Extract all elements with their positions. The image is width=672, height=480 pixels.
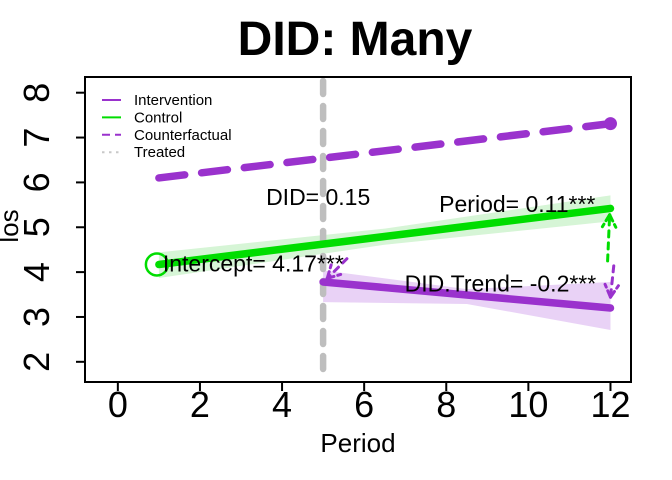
annotation-period: Period= 0.11*** <box>439 191 595 217</box>
x-tick-label: 10 <box>508 384 548 425</box>
x-tick-label: 8 <box>436 384 456 425</box>
y-tick-label: 4 <box>16 262 57 282</box>
legend-item-treated: Treated <box>102 144 185 161</box>
annotation-intercept: Intercept= 4.17*** <box>163 251 344 277</box>
x-tick-label: 6 <box>354 384 374 425</box>
legend-label: Counterfactual <box>134 127 232 144</box>
chart-title: DID: Many <box>238 13 473 66</box>
plot-frame <box>84 76 632 383</box>
y-tick-label: 7 <box>16 128 57 148</box>
annotation-did: DID= 0.15 <box>266 184 370 210</box>
x-tick-label: 0 <box>108 384 128 425</box>
legend-label: Intervention <box>134 92 212 109</box>
effect-arrow-0 <box>325 257 349 280</box>
legend-item-counterfactual: Counterfactual <box>102 127 232 144</box>
y-tick-label: 5 <box>16 217 57 237</box>
x-tick-label: 2 <box>190 384 210 425</box>
annotation-did-trend: DID.Trend= -0.2*** <box>405 270 597 296</box>
counterfactual-end-marker <box>603 117 617 131</box>
x-tick-label: 4 <box>272 384 292 425</box>
y-axis-label: los <box>0 209 24 242</box>
series-control-line <box>155 204 615 269</box>
legend-item-intervention: Intervention <box>102 92 212 109</box>
x-tick-label: 12 <box>590 384 630 425</box>
legend-item-control: Control <box>102 109 182 126</box>
effect-arrow-2 <box>603 264 620 299</box>
control-start-marker <box>144 252 170 277</box>
y-tick-label: 6 <box>16 172 57 192</box>
y-tick-label: 3 <box>16 307 57 327</box>
legend-label: Treated <box>134 144 185 161</box>
legend-label: Control <box>134 109 182 126</box>
y-tick-label: 2 <box>16 352 57 372</box>
effect-arrow-1 <box>600 213 618 263</box>
y-tick-label: 8 <box>16 83 57 103</box>
series-counterfactual-line <box>155 119 615 182</box>
x-axis-label: Period <box>320 428 395 458</box>
series-intervention-line <box>319 278 615 312</box>
